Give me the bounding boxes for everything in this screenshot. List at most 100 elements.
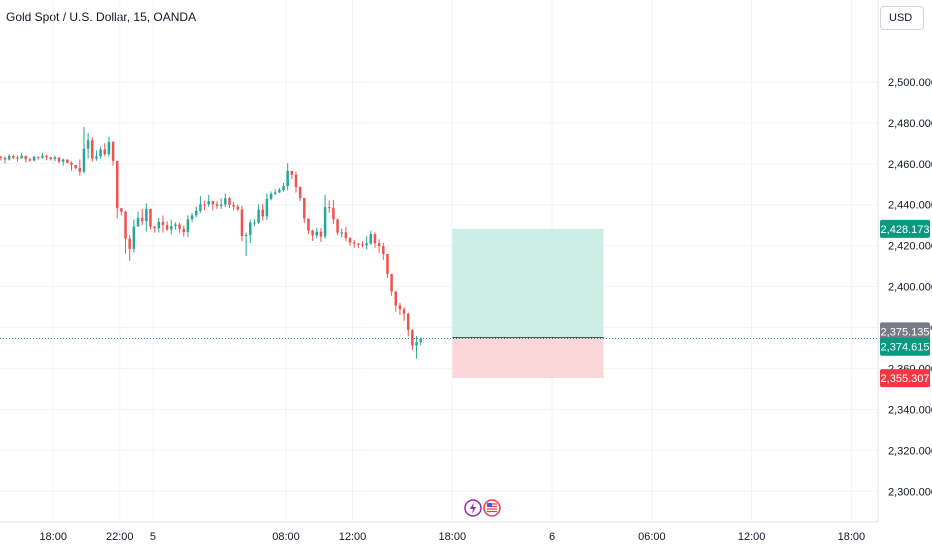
candle-body [232, 204, 235, 207]
candle-body [244, 235, 248, 237]
grid [0, 0, 878, 522]
candle-body [86, 140, 90, 149]
candle-body [103, 149, 107, 155]
candle-body [120, 208, 123, 212]
currency-selector[interactable]: USD [880, 6, 924, 30]
candle-body [278, 189, 281, 193]
candle-body [382, 246, 385, 255]
candle-body [228, 198, 231, 205]
candle-body [361, 244, 364, 246]
candle-body [286, 170, 289, 187]
candle-body [336, 219, 339, 233]
candle-body [219, 204, 223, 206]
candle-body [174, 224, 177, 226]
target-price-tag: 2,428.173 [881, 224, 930, 236]
candle-body [319, 231, 323, 237]
candles [0, 126, 422, 359]
candle-body [211, 201, 215, 205]
candle-body [298, 187, 302, 198]
candle-body [157, 221, 161, 229]
last-price-tag: 2,374.615 [881, 342, 930, 354]
candle-body [136, 217, 140, 227]
candle-body [16, 157, 19, 159]
y-tick-label: 2,480.000 [888, 118, 932, 130]
candle-body [32, 156, 36, 161]
candle-body [53, 157, 57, 159]
candle-body [78, 168, 82, 172]
flag-canton [487, 503, 492, 507]
entry-price-tag-bg [880, 322, 930, 341]
candle-body [257, 209, 260, 223]
candle-body [240, 209, 244, 237]
candle-body [273, 192, 277, 194]
candle-body [178, 224, 181, 229]
candle-body [61, 159, 65, 162]
candle-body [415, 342, 418, 346]
price-tags: 2,428.173 2,375.135 2,374.615 2,355.307 [880, 219, 930, 388]
candle-body [91, 140, 94, 159]
y-tick-label: 2,400.000 [888, 282, 932, 294]
candle-body [236, 206, 240, 210]
y-tick-label: 2,340.000 [888, 404, 932, 416]
candle-body [323, 207, 327, 237]
candle-body [99, 149, 102, 157]
candle-body [115, 160, 119, 209]
candle-body [224, 198, 227, 205]
candle-body [41, 155, 44, 158]
candle-body [365, 243, 368, 246]
candle-body [186, 219, 190, 232]
candle-body [294, 174, 298, 188]
y-tick-label: 2,320.000 [888, 445, 932, 457]
candle-body [165, 224, 169, 230]
candle-body [340, 232, 343, 234]
candle-body [282, 186, 285, 190]
candle-body [253, 222, 256, 224]
candle-body [402, 309, 406, 314]
x-tick-label: 06:00 [638, 531, 666, 543]
candle-body [182, 228, 185, 232]
candle-body [269, 193, 273, 199]
candle-body [149, 208, 152, 227]
lightning-bolt [470, 502, 476, 514]
candle-body [95, 156, 98, 159]
candle-body [49, 157, 52, 159]
candle-body [3, 157, 7, 160]
candle-body [107, 142, 111, 155]
candle-body [66, 159, 69, 163]
x-tick-label: 18:00 [439, 531, 467, 543]
y-tick-label: 2,420.000 [888, 241, 932, 253]
candle-body [111, 142, 115, 161]
candle-body [24, 155, 28, 160]
candle-body [419, 338, 422, 343]
candle-body [74, 164, 77, 169]
candle-body [411, 329, 414, 346]
candle-body [307, 218, 310, 231]
stop-price-tag-bg [880, 369, 930, 388]
candle-body [406, 313, 410, 330]
last-price-tag-bg [880, 337, 930, 356]
x-tick-label: 6 [549, 531, 555, 543]
entry-price-tag: 2,375.135 [881, 326, 930, 338]
event-icons [464, 499, 501, 517]
candle-body [352, 242, 356, 244]
candle-body [45, 155, 48, 158]
candle-body [386, 254, 389, 274]
x-tick-label: 18:00 [838, 531, 866, 543]
y-tick-label: 2,500.000 [888, 77, 932, 89]
candle-body [145, 208, 148, 222]
y-tick-label: 2,440.000 [888, 200, 932, 212]
candle-body [203, 204, 206, 206]
us-flag-icon[interactable] [483, 499, 501, 517]
x-tick-label: 22:00 [106, 531, 134, 543]
candle-body [124, 211, 127, 239]
candle-body [0, 156, 3, 158]
candle-body [369, 234, 373, 244]
candle-body [290, 170, 294, 175]
x-tick-label: 12:00 [738, 531, 766, 543]
candle-body [390, 273, 393, 292]
candle-body [394, 291, 398, 306]
candle-body [199, 204, 202, 211]
candle-body [398, 305, 402, 310]
x-tick-label: 18:00 [39, 531, 67, 543]
